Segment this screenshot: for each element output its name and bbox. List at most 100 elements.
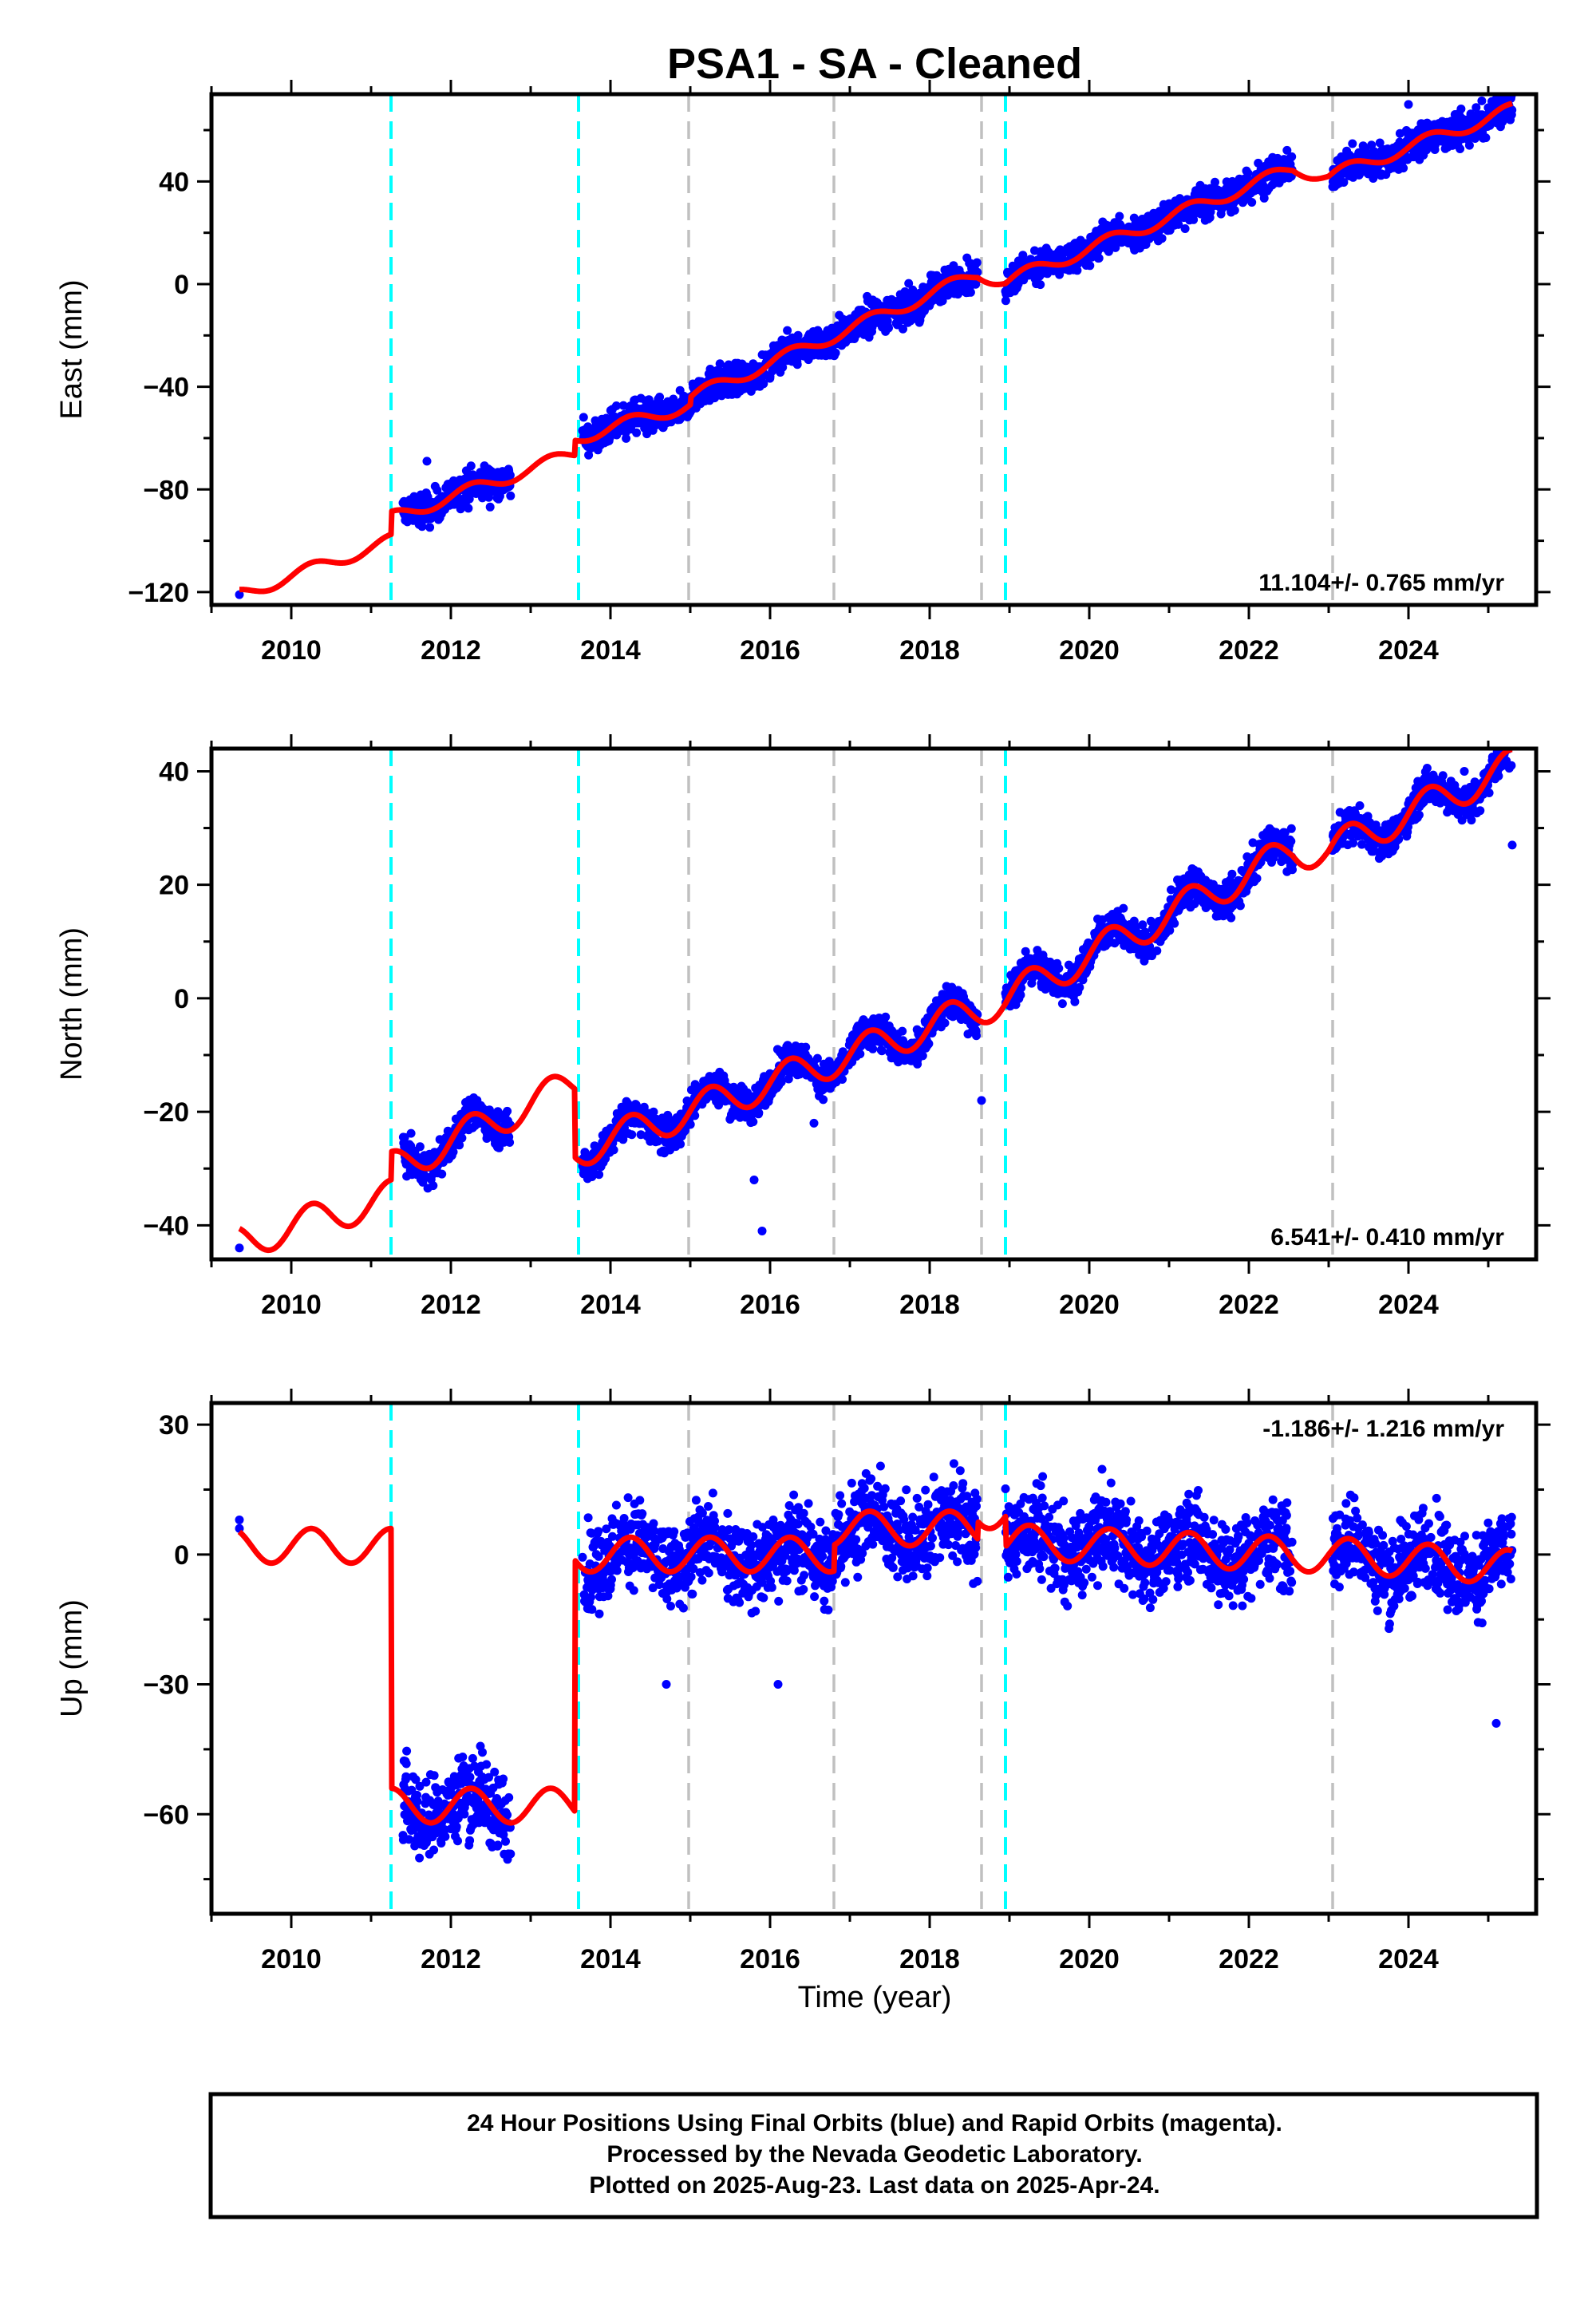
data-point xyxy=(1414,810,1424,820)
data-point xyxy=(429,1181,438,1191)
data-point xyxy=(838,1075,847,1084)
data-point xyxy=(437,1169,447,1179)
data-point xyxy=(1286,824,1296,833)
data-point xyxy=(1477,96,1487,105)
x-tick-label: 2020 xyxy=(1059,635,1120,666)
velocity-label: 11.104+/- 0.765 mm/yr xyxy=(1258,570,1504,596)
data-point xyxy=(464,494,474,504)
data-point xyxy=(595,1170,604,1180)
data-point xyxy=(1456,144,1465,153)
data-point xyxy=(1227,913,1236,923)
data-point xyxy=(819,1095,828,1105)
data-point xyxy=(1252,874,1262,883)
x-tick-label: 2012 xyxy=(421,635,481,666)
data-point xyxy=(627,1130,637,1140)
data-point xyxy=(505,1138,515,1147)
y-tick-label: 0 xyxy=(174,270,189,300)
data-point xyxy=(579,413,588,422)
data-point xyxy=(415,1142,425,1152)
data-point xyxy=(898,1026,907,1036)
data-point xyxy=(1075,982,1084,992)
data-point xyxy=(1282,145,1292,155)
data-point xyxy=(1355,801,1365,810)
data-point xyxy=(831,348,840,358)
data-point xyxy=(1174,219,1183,229)
data-point xyxy=(584,450,594,460)
data-point xyxy=(1189,215,1199,224)
data-point xyxy=(655,393,665,401)
data-point xyxy=(1001,296,1010,306)
data-point xyxy=(1094,254,1104,263)
data-point xyxy=(1180,224,1190,233)
data-point xyxy=(1243,168,1253,178)
data-point xyxy=(1230,206,1239,215)
y-tick-label: 40 xyxy=(159,167,189,197)
outlier-point xyxy=(765,372,775,381)
data-point xyxy=(1085,261,1095,271)
data-point xyxy=(783,326,792,335)
x-tick-label: 2010 xyxy=(261,635,322,666)
data-point xyxy=(457,1133,467,1143)
data-point xyxy=(464,504,473,513)
y-tick-label: −80 xyxy=(143,475,189,505)
data-point xyxy=(1438,771,1448,781)
data-point xyxy=(632,428,642,437)
x-tick-label: 2016 xyxy=(740,635,800,666)
data-point xyxy=(759,379,768,389)
data-point xyxy=(622,433,631,443)
data-point xyxy=(448,1147,458,1156)
data-point xyxy=(1054,963,1064,973)
data-point xyxy=(881,1012,891,1022)
data-point xyxy=(1211,177,1219,187)
data-point xyxy=(609,1145,618,1155)
data-point xyxy=(940,1018,950,1028)
data-point xyxy=(611,401,621,410)
data-point xyxy=(972,258,982,267)
data-point xyxy=(801,1042,811,1052)
data-point xyxy=(685,1120,695,1129)
data-point xyxy=(1247,198,1257,207)
data-point xyxy=(1287,152,1297,161)
outlier-point xyxy=(1404,100,1413,109)
data-point xyxy=(1399,164,1408,173)
data-point xyxy=(676,1140,685,1149)
data-point xyxy=(505,471,515,480)
data-point xyxy=(1286,836,1296,846)
data-point xyxy=(749,1117,758,1127)
data-point xyxy=(1422,764,1432,773)
data-point xyxy=(904,279,914,288)
data-point xyxy=(1157,234,1167,243)
x-tick-label: 2018 xyxy=(899,635,960,666)
data-point xyxy=(973,267,982,277)
east-panel: 2010 2012 2014 2016 2018 2020 2022 2024−120−80−… xyxy=(55,80,1551,666)
x-tick-label: 2014 xyxy=(580,635,641,666)
data-point xyxy=(966,287,975,297)
data-point xyxy=(793,330,803,340)
data-point xyxy=(485,502,495,512)
data-point xyxy=(868,1044,878,1053)
data-point xyxy=(618,401,628,410)
data-point xyxy=(1348,139,1357,148)
data-point xyxy=(1456,105,1466,113)
data-point xyxy=(877,1046,887,1056)
data-point xyxy=(1018,251,1028,260)
data-point xyxy=(1481,133,1491,143)
figure-title: PSA1 - SA - Cleaned xyxy=(667,40,1082,88)
data-point xyxy=(1073,266,1082,275)
data-point xyxy=(715,359,725,369)
data-point xyxy=(503,1106,512,1116)
data-point xyxy=(924,1039,934,1049)
data-point xyxy=(1030,246,1039,255)
data-point xyxy=(1152,946,1162,955)
data-point xyxy=(899,324,907,334)
data-point xyxy=(1070,997,1080,1006)
data-point xyxy=(406,1128,416,1138)
y-axis-label: East (mm) xyxy=(55,279,89,419)
data-point xyxy=(754,1109,764,1117)
data-point xyxy=(884,323,893,333)
x-tick-label: 2022 xyxy=(1219,635,1279,666)
data-point xyxy=(478,493,487,503)
data-point xyxy=(792,360,802,370)
